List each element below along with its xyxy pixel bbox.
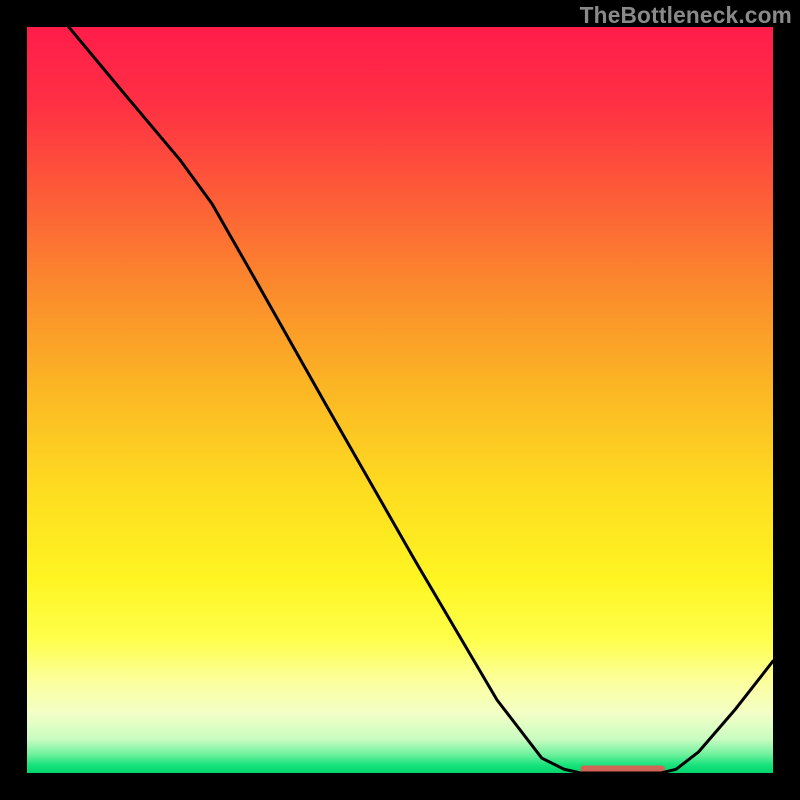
- watermark-text: TheBottleneck.com: [580, 2, 792, 29]
- stage: TheBottleneck.com: [0, 0, 800, 800]
- plot-area: [27, 27, 773, 773]
- plot-svg: [27, 27, 773, 773]
- gradient-background: [27, 27, 773, 773]
